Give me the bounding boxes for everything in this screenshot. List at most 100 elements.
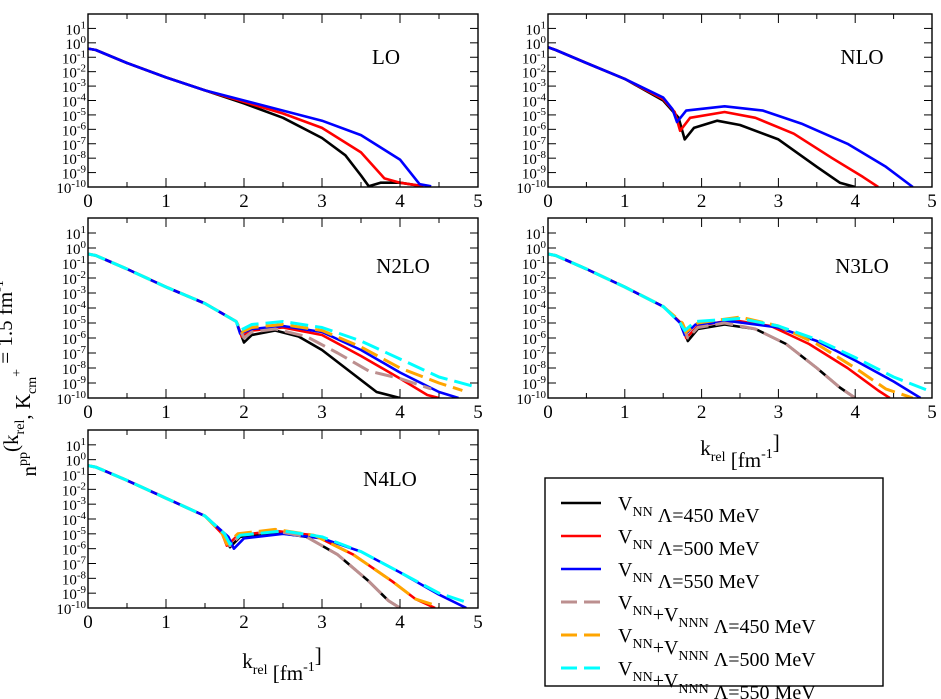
y-tick-label: 10-4 bbox=[62, 92, 87, 111]
y-tick-label: 10-4 bbox=[522, 92, 547, 111]
x-tick-label: 4 bbox=[850, 191, 860, 212]
y-tick-label: 10-3 bbox=[62, 284, 87, 303]
y-tick-label: 100 bbox=[66, 451, 87, 470]
y-tick-label: 10-2 bbox=[522, 269, 546, 288]
y-tick-label: 101 bbox=[526, 19, 547, 38]
y-tick-label: 10-9 bbox=[522, 164, 547, 183]
y-tick-label: 10-7 bbox=[62, 344, 87, 363]
y-tick-label: 10-10 bbox=[516, 389, 546, 408]
plot-frame bbox=[87, 13, 479, 188]
x-tick-label: 0 bbox=[83, 612, 93, 633]
x-tick-label: 5 bbox=[473, 612, 483, 633]
x-tick-label: 0 bbox=[543, 402, 553, 423]
y-tick-label: 10-8 bbox=[62, 569, 87, 588]
panel-n4lo: 0 1 2 3 4 5 10110010-110-210-310-410-510-610-7… bbox=[56, 429, 483, 633]
y-tick-label: 10-9 bbox=[522, 374, 547, 393]
panel-label: NLO bbox=[840, 45, 883, 69]
y-tick-label: 10-1 bbox=[62, 466, 86, 485]
series-line-6 bbox=[88, 252, 478, 389]
y-tick-label: 10-7 bbox=[62, 555, 87, 574]
y-tick-label: 10-8 bbox=[522, 149, 547, 168]
x-tick-label: 3 bbox=[774, 402, 784, 423]
y-tick-label: 10-3 bbox=[522, 77, 547, 96]
x-tick-label: 3 bbox=[774, 191, 784, 212]
y-tick-label: 10-4 bbox=[522, 299, 547, 318]
panel-label: LO bbox=[372, 45, 400, 69]
y-tick-label: 10-3 bbox=[62, 495, 87, 514]
x-tick-label: 0 bbox=[543, 191, 553, 212]
panel-label: N2LO bbox=[376, 254, 430, 278]
series-line-1 bbox=[88, 252, 401, 398]
legend-label: VNN Λ=550 MeV bbox=[618, 559, 760, 593]
x-tick-label: 4 bbox=[395, 402, 405, 423]
y-tick-label: 10-5 bbox=[522, 314, 547, 333]
y-tick-label: 10-7 bbox=[62, 135, 87, 154]
legend-frame bbox=[544, 477, 884, 687]
series-line-5 bbox=[548, 252, 914, 398]
x-axis-label-left: krel [fm-1] bbox=[242, 643, 322, 685]
legend-label: VNN Λ=450 MeV bbox=[618, 493, 760, 527]
y-tick-label: 10-4 bbox=[62, 299, 87, 318]
y-tick-label: 10-6 bbox=[522, 120, 547, 139]
series-line-4 bbox=[548, 252, 857, 398]
legend-label: VNN+VNNN Λ=450 MeV bbox=[618, 592, 816, 638]
y-tick-label: 10-10 bbox=[56, 389, 86, 408]
y-tick-label: 101 bbox=[66, 19, 87, 38]
panel-label: N4LO bbox=[363, 467, 417, 491]
panel-label: N3LO bbox=[835, 254, 889, 278]
x-tick-label: 0 bbox=[83, 402, 93, 423]
y-tick-label: 10-9 bbox=[62, 374, 87, 393]
plot-frame bbox=[87, 429, 479, 609]
y-tick-label: 10-4 bbox=[62, 510, 87, 529]
series-line-3 bbox=[88, 47, 432, 187]
x-tick-label: 5 bbox=[473, 402, 483, 423]
y-tick-label: 10-2 bbox=[522, 63, 546, 82]
x-tick-label: 4 bbox=[395, 612, 405, 633]
y-tick-label: 10-5 bbox=[522, 106, 547, 125]
x-tick-label: 2 bbox=[239, 191, 249, 212]
y-tick-label: 10-10 bbox=[56, 599, 86, 618]
y-tick-label: 101 bbox=[66, 224, 87, 243]
y-tick-label: 10-7 bbox=[522, 135, 547, 154]
x-tick-label: 4 bbox=[850, 402, 860, 423]
y-tick-label: 10-1 bbox=[522, 254, 546, 273]
x-tick-label: 4 bbox=[395, 191, 405, 212]
y-tick-label: 10-6 bbox=[522, 329, 547, 348]
series-line-5 bbox=[88, 464, 440, 608]
y-tick-label: 10-2 bbox=[62, 480, 86, 499]
plot-frame bbox=[87, 217, 479, 399]
x-tick-label: 5 bbox=[473, 191, 483, 212]
series-line-4 bbox=[88, 252, 432, 391]
y-tick-label: 10-10 bbox=[56, 178, 86, 197]
y-tick-label: 10-10 bbox=[516, 178, 546, 197]
series-line-2 bbox=[88, 47, 424, 187]
x-tick-label: 3 bbox=[317, 612, 327, 633]
y-tick-label: 10-6 bbox=[62, 329, 87, 348]
panel-nlo: 0 1 2 3 4 5 10110010-110-210-310-410-510-610-7… bbox=[516, 13, 937, 212]
x-tick-label: 5 bbox=[927, 191, 937, 212]
y-tick-label: 100 bbox=[526, 239, 547, 258]
panel-lo: 0 1 2 3 4 5 10110010-110-210-310-410-510-610-7… bbox=[56, 13, 483, 212]
y-tick-label: 10-1 bbox=[522, 48, 546, 67]
y-tick-label: 100 bbox=[66, 239, 87, 258]
y-tick-label: 10-2 bbox=[62, 63, 86, 82]
y-tick-label: 10-5 bbox=[62, 106, 87, 125]
panel-n2lo: 0 1 2 3 4 5 10110010-110-210-310-410-510-610-7… bbox=[56, 217, 483, 423]
x-tick-label: 1 bbox=[620, 191, 630, 212]
series-line-6 bbox=[548, 252, 932, 394]
y-tick-label: 101 bbox=[526, 224, 547, 243]
legend-label: VNN+VNNN Λ=500 MeV bbox=[618, 625, 816, 671]
y-tick-label: 10-7 bbox=[522, 344, 547, 363]
y-tick-label: 101 bbox=[66, 436, 87, 455]
y-tick-label: 10-1 bbox=[62, 254, 86, 273]
y-tick-label: 10-9 bbox=[62, 164, 87, 183]
x-tick-label: 2 bbox=[239, 612, 249, 633]
y-tick-label: 10-8 bbox=[522, 359, 547, 378]
x-tick-label: 2 bbox=[239, 402, 249, 423]
y-tick-label: 10-6 bbox=[62, 120, 87, 139]
y-tick-label: 10-1 bbox=[62, 48, 86, 67]
y-tick-label: 10-5 bbox=[62, 525, 87, 544]
legend-label: VNN Λ=500 MeV bbox=[618, 526, 760, 560]
y-tick-label: 10-2 bbox=[62, 269, 86, 288]
